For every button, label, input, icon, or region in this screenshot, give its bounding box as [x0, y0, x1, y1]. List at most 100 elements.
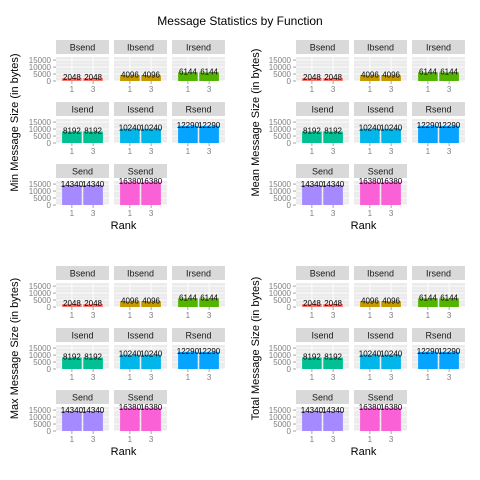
data-label: 8192 [303, 353, 321, 362]
data-label: 4096 [142, 70, 160, 79]
bar [381, 128, 401, 143]
y-tick-label: 10000 [29, 413, 52, 422]
x-tick-label: 1 [426, 85, 431, 94]
y-tick-label: 0 [47, 201, 52, 210]
bar [418, 351, 438, 369]
bar [302, 410, 322, 431]
data-label: 10240 [380, 350, 403, 359]
data-label: 16380 [119, 403, 142, 412]
bar [141, 182, 161, 205]
data-label: 4096 [382, 296, 400, 305]
y-tick-label: 0 [287, 77, 292, 86]
x-tick-label: 3 [389, 209, 394, 218]
bar [141, 408, 161, 431]
data-label: 12290 [198, 347, 221, 356]
y-tick-label: 5000 [33, 194, 51, 203]
x-tick-label: 3 [91, 435, 96, 444]
data-label: 4096 [142, 296, 160, 305]
y-tick-label: 0 [47, 139, 52, 148]
y-tick-label: 15000 [269, 118, 292, 127]
x-tick-label: 3 [389, 147, 394, 156]
facet-strip-label: Ibsend [367, 43, 394, 53]
bar [323, 357, 343, 369]
facet-strip-label: Rsend [185, 105, 211, 115]
facet-irsend: Irsend 6144 6144 1 3 [172, 40, 225, 94]
bar [381, 408, 401, 431]
bar [302, 357, 322, 369]
y-tick-label: 0 [287, 303, 292, 312]
y-tick-label: 0 [47, 427, 52, 436]
y-tick-label: 15000 [29, 344, 52, 353]
facet-strip [56, 328, 109, 342]
facet-strip [296, 390, 349, 404]
x-axis-title: Rank [351, 446, 377, 458]
bar [323, 78, 343, 81]
facet-strip [114, 40, 167, 54]
x-tick-label: 3 [389, 373, 394, 382]
x-tick-label: 1 [128, 373, 133, 382]
bar [323, 184, 343, 205]
data-label: 4096 [382, 70, 400, 79]
x-tick-label: 3 [149, 85, 154, 94]
bar [381, 354, 401, 369]
facet-strip-label: Bsend [70, 43, 96, 53]
x-tick-label: 3 [389, 311, 394, 320]
facet-strip-label: Issend [127, 331, 154, 341]
y-tick-label: 5000 [273, 194, 291, 203]
data-label: 10240 [140, 350, 163, 359]
bar [141, 75, 161, 81]
bar [120, 301, 140, 307]
data-label: 10240 [119, 350, 142, 359]
y-axis-title: Mean Message Size (in bytes) [250, 49, 262, 197]
bar [418, 72, 438, 81]
data-label: 14340 [82, 406, 105, 415]
y-axis-title: Max Message Size (in bytes) [9, 278, 21, 419]
y-tick-label: 10000 [29, 289, 52, 298]
x-tick-label: 1 [368, 435, 373, 444]
data-label: 4096 [121, 296, 139, 305]
bar [360, 182, 380, 205]
facet-strip-label: Rsend [425, 331, 451, 341]
x-tick-label: 1 [70, 373, 75, 382]
data-label: 4096 [121, 70, 139, 79]
data-label: 16380 [380, 177, 403, 186]
data-label: 10240 [359, 124, 382, 133]
x-tick-label: 1 [310, 209, 315, 218]
bar [83, 304, 103, 307]
y-tick-label: 10000 [269, 289, 292, 298]
x-tick-label: 1 [310, 373, 315, 382]
data-label: 2048 [84, 299, 102, 308]
facet-ibsend: Ibsend 4096 4096 1 3 [354, 266, 407, 320]
bar [83, 410, 103, 431]
facet-strip-label: Isend [71, 105, 93, 115]
bar [62, 184, 82, 205]
facet-strip-label: Ibsend [127, 43, 154, 53]
bar [62, 357, 82, 369]
x-axis-title: Rank [111, 220, 137, 232]
data-label: 2048 [303, 73, 321, 82]
facet-ibsend: Ibsend 4096 4096 1 3 [354, 40, 407, 94]
data-label: 8192 [84, 353, 102, 362]
y-tick-label: 15000 [29, 180, 52, 189]
data-label: 8192 [63, 353, 81, 362]
facet-strip [56, 102, 109, 116]
facet-strip [412, 266, 465, 280]
facet-strip-label: Send [312, 167, 333, 177]
y-axis-title: Total Message Size (in bytes) [250, 277, 262, 421]
x-tick-label: 1 [368, 147, 373, 156]
facet-strip-label: Ssend [368, 393, 394, 403]
x-tick-label: 3 [331, 209, 336, 218]
facet-strip-label: Bsend [310, 43, 336, 53]
y-tick-label: 5000 [273, 70, 291, 79]
data-label: 6144 [179, 293, 197, 302]
y-tick-label: 5000 [33, 70, 51, 79]
data-label: 14340 [322, 180, 345, 189]
facet-strip [114, 102, 167, 116]
x-tick-label: 3 [331, 85, 336, 94]
